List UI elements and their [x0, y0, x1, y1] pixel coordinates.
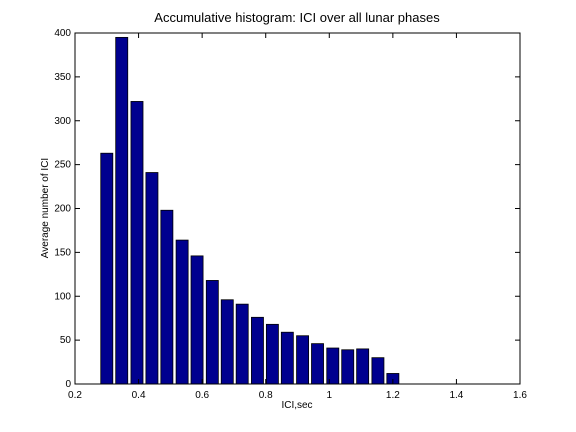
bar — [341, 349, 355, 385]
x-axis-label: ICI,sec — [281, 400, 312, 411]
x-tick-label: 1.4 — [449, 390, 463, 401]
bar — [220, 299, 234, 385]
bar — [160, 209, 174, 385]
bar — [356, 348, 370, 385]
bar — [235, 303, 249, 385]
bar — [100, 152, 114, 385]
bar — [175, 239, 189, 385]
bar — [371, 357, 385, 385]
bar — [145, 172, 159, 385]
bar — [190, 255, 204, 385]
bar — [130, 101, 144, 385]
y-tick-label: 100 — [54, 291, 71, 302]
y-tick-label: 50 — [60, 335, 72, 346]
bar — [205, 280, 219, 385]
chart-title: Accumulative histogram: ICI over all lun… — [154, 10, 440, 25]
x-tick-label: 0.4 — [132, 390, 146, 401]
y-tick-label: 350 — [54, 72, 71, 83]
bar — [251, 316, 264, 385]
bar — [265, 323, 279, 385]
y-tick-label: 400 — [54, 28, 71, 39]
y-axis-label: Average number of ICI — [40, 158, 51, 258]
bar — [296, 335, 310, 385]
y-tick-label: 300 — [54, 116, 71, 127]
bar — [326, 347, 340, 385]
bar — [115, 36, 129, 385]
x-tick-label: 1.6 — [513, 390, 527, 401]
y-tick-label: 200 — [54, 204, 71, 215]
bar — [280, 331, 294, 385]
bar — [311, 343, 324, 385]
y-tick-label: 250 — [54, 160, 71, 171]
x-tick-label: 0.6 — [195, 390, 209, 401]
y-tick-label: 0 — [65, 379, 71, 390]
x-tick-label: 0.8 — [259, 390, 273, 401]
x-tick-label: 1.2 — [386, 390, 400, 401]
x-tick-label: 1 — [327, 390, 333, 401]
y-tick-label: 150 — [54, 247, 71, 258]
x-tick-label: 0.2 — [68, 390, 82, 401]
